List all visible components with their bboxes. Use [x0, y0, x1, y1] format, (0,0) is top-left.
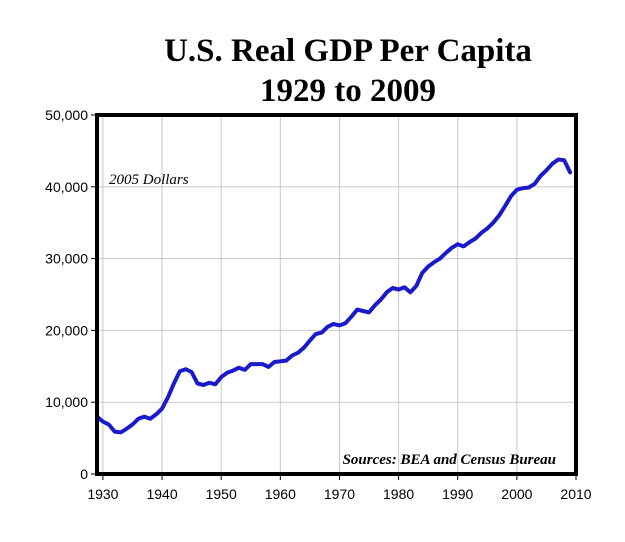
axis-ticks — [91, 114, 577, 480]
series-line-gdp-per-capita — [95, 157, 573, 435]
x-tick-label: 1990 — [442, 486, 473, 502]
x-tick-label: 2010 — [560, 486, 591, 502]
chart-title: U.S. Real GDP Per Capita — [164, 33, 532, 69]
tick-labels: 1930 1940 1950 1960 1970 1980 1990 2000 2010 0 10,… — [45, 107, 592, 502]
x-tick-label: 2000 — [501, 486, 532, 502]
x-tick-label: 1930 — [87, 486, 118, 502]
chart-subtitle: 1929 to 2009 — [260, 73, 436, 109]
y-tick-label: 30,000 — [45, 251, 88, 267]
y-tick-label: 40,000 — [45, 179, 88, 195]
x-tick-label: 1970 — [324, 486, 355, 502]
y-tick-label: 10,000 — [45, 394, 88, 410]
x-tick-label: 1950 — [206, 486, 237, 502]
y-tick-label: 0 — [80, 466, 88, 482]
sources-annotation: Sources: BEA and Census Bureau — [343, 452, 556, 468]
y-tick-label: 20,000 — [45, 322, 88, 338]
units-annotation: 2005 Dollars — [109, 172, 189, 188]
plot-frame — [95, 113, 578, 476]
x-tick-label: 1980 — [383, 486, 414, 502]
series-layer — [95, 157, 573, 435]
x-tick-label: 1940 — [146, 486, 177, 502]
y-tick-label: 50,000 — [45, 107, 88, 123]
x-tick-label: 1960 — [265, 486, 296, 502]
gridlines — [97, 114, 577, 475]
